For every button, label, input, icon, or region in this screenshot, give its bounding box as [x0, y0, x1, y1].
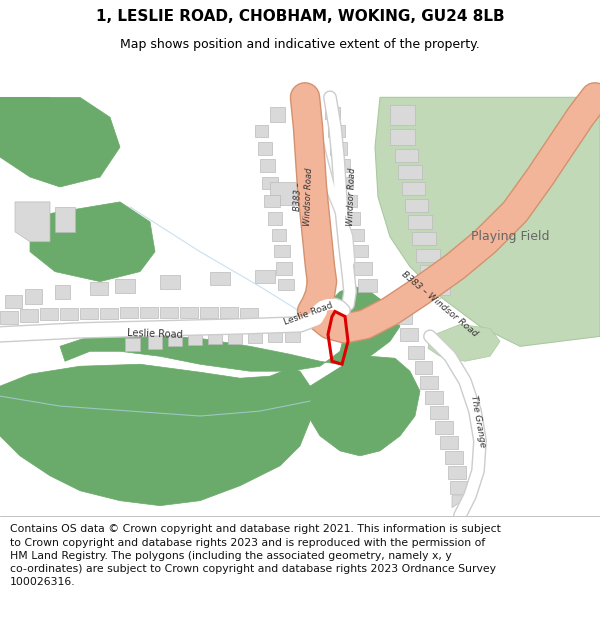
Polygon shape: [408, 346, 424, 359]
Text: Playing Field: Playing Field: [471, 230, 549, 243]
Polygon shape: [60, 286, 400, 371]
Polygon shape: [452, 496, 470, 508]
Polygon shape: [90, 282, 108, 294]
Polygon shape: [200, 308, 218, 318]
Polygon shape: [148, 336, 162, 349]
Polygon shape: [420, 264, 445, 279]
Polygon shape: [330, 142, 347, 155]
Polygon shape: [416, 249, 440, 262]
Polygon shape: [248, 331, 262, 343]
Polygon shape: [448, 466, 466, 479]
Polygon shape: [390, 105, 415, 125]
Text: B383 – Windsor Road: B383 – Windsor Road: [400, 270, 480, 339]
Polygon shape: [125, 338, 140, 351]
Polygon shape: [336, 177, 353, 189]
Polygon shape: [340, 195, 357, 207]
Polygon shape: [395, 149, 418, 162]
Polygon shape: [330, 304, 385, 346]
Polygon shape: [228, 332, 242, 344]
Polygon shape: [100, 309, 118, 319]
Polygon shape: [80, 309, 98, 319]
Polygon shape: [285, 331, 300, 342]
Polygon shape: [400, 328, 418, 341]
Polygon shape: [188, 333, 202, 346]
Polygon shape: [115, 279, 135, 292]
Text: Windsor Road: Windsor Road: [346, 168, 358, 226]
Polygon shape: [350, 245, 368, 257]
Polygon shape: [395, 311, 412, 324]
Polygon shape: [20, 309, 38, 322]
Polygon shape: [55, 284, 70, 299]
Polygon shape: [180, 308, 198, 318]
Polygon shape: [420, 376, 438, 389]
Polygon shape: [278, 279, 294, 289]
Polygon shape: [270, 107, 285, 122]
Polygon shape: [240, 309, 258, 319]
Polygon shape: [272, 229, 286, 241]
Polygon shape: [402, 182, 425, 195]
Polygon shape: [208, 332, 222, 344]
Polygon shape: [160, 274, 180, 289]
Polygon shape: [358, 279, 377, 291]
Polygon shape: [55, 207, 75, 232]
Polygon shape: [220, 308, 238, 318]
Polygon shape: [5, 294, 22, 309]
Polygon shape: [0, 98, 70, 137]
Polygon shape: [268, 331, 282, 342]
Polygon shape: [425, 391, 443, 404]
Polygon shape: [0, 364, 310, 506]
Polygon shape: [308, 356, 420, 456]
Polygon shape: [260, 159, 275, 172]
Polygon shape: [328, 125, 345, 137]
Polygon shape: [430, 406, 448, 419]
Polygon shape: [440, 436, 458, 449]
Polygon shape: [160, 308, 178, 318]
Polygon shape: [354, 262, 372, 274]
Polygon shape: [445, 451, 463, 464]
Text: Leslie Road: Leslie Road: [127, 328, 183, 341]
Polygon shape: [450, 481, 468, 494]
Text: Map shows position and indicative extent of the property.: Map shows position and indicative extent…: [120, 38, 480, 51]
Polygon shape: [415, 361, 432, 374]
Polygon shape: [325, 107, 340, 119]
Polygon shape: [140, 308, 158, 318]
Polygon shape: [270, 182, 300, 205]
Polygon shape: [210, 272, 230, 284]
Polygon shape: [15, 202, 50, 242]
Polygon shape: [435, 421, 453, 434]
Polygon shape: [405, 199, 428, 212]
Polygon shape: [343, 212, 360, 225]
Polygon shape: [120, 308, 138, 318]
Polygon shape: [255, 269, 275, 282]
Polygon shape: [168, 334, 182, 346]
Polygon shape: [276, 262, 292, 274]
Text: Contains OS data © Crown copyright and database right 2021. This information is : Contains OS data © Crown copyright and d…: [10, 524, 500, 587]
Polygon shape: [0, 311, 18, 324]
Polygon shape: [264, 195, 280, 207]
Polygon shape: [30, 202, 155, 282]
Polygon shape: [424, 282, 450, 294]
Polygon shape: [408, 215, 432, 229]
Text: The Grange: The Grange: [469, 394, 487, 448]
Polygon shape: [333, 159, 350, 172]
Polygon shape: [428, 324, 500, 361]
Text: 1, LESLIE ROAD, CHOBHAM, WOKING, GU24 8LB: 1, LESLIE ROAD, CHOBHAM, WOKING, GU24 8L…: [95, 9, 505, 24]
Polygon shape: [262, 177, 278, 189]
Polygon shape: [398, 165, 422, 179]
Polygon shape: [40, 309, 58, 321]
Polygon shape: [274, 245, 290, 257]
Polygon shape: [347, 229, 364, 241]
Text: Leslie Road: Leslie Road: [282, 301, 334, 326]
Polygon shape: [258, 142, 272, 155]
Polygon shape: [412, 232, 436, 245]
Polygon shape: [60, 309, 78, 321]
Polygon shape: [375, 98, 600, 346]
Polygon shape: [25, 289, 42, 304]
Text: B383 –
Windsor Road: B383 – Windsor Road: [292, 168, 314, 226]
Polygon shape: [268, 212, 282, 225]
Polygon shape: [255, 125, 268, 137]
Polygon shape: [0, 98, 120, 187]
Polygon shape: [390, 129, 415, 145]
